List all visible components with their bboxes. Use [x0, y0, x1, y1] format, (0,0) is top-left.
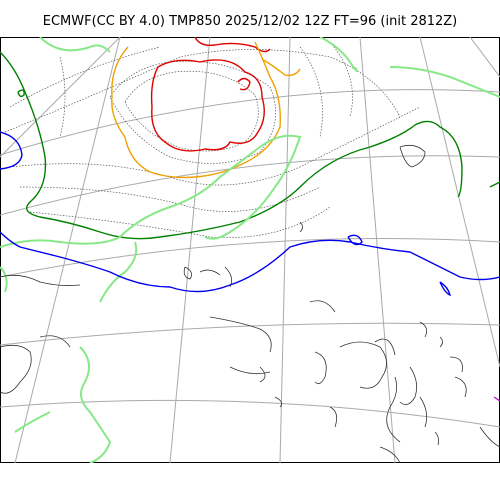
contour-light-green-mid: [99, 241, 138, 303]
contour-orange-line: [111, 41, 281, 179]
contour-light-green-sw: [14, 411, 51, 433]
contour-red-north: [194, 37, 271, 53]
contour-blue-main: [0, 231, 500, 293]
dotted-isolines: [4, 41, 421, 238]
contour-red-ring: [150, 59, 265, 152]
contour-magenta: [493, 396, 500, 402]
contour-light-green-ne: [319, 37, 358, 72]
contour-light-green-north: [39, 37, 111, 53]
map-title: ECMWF(CC BY 4.0) TMP850 2025/12/02 12Z F…: [42, 14, 458, 29]
contour-blue-west: [0, 131, 23, 170]
graticule: [0, 37, 500, 463]
contour-red-small: [237, 77, 251, 91]
contour-dark-green-loop: [17, 89, 25, 98]
contour-orange: [111, 41, 301, 179]
temperature-map: [0, 37, 500, 463]
map-frame: [0, 37, 500, 463]
contour-light-green-band: [0, 134, 302, 248]
contour-dark-green-main: [0, 51, 463, 240]
contour-blue: [0, 131, 500, 297]
contour-blue-loop: [347, 234, 363, 246]
contour-light-green-west: [0, 266, 8, 293]
contour-light-green-south: [79, 346, 112, 463]
contour-light-green: [0, 37, 500, 463]
contour-blue-se: [439, 281, 452, 297]
contour-light-green-east: [389, 66, 500, 98]
coastlines: [0, 144, 500, 463]
contour-red: [150, 37, 271, 152]
contour-orange-ne: [261, 58, 301, 77]
